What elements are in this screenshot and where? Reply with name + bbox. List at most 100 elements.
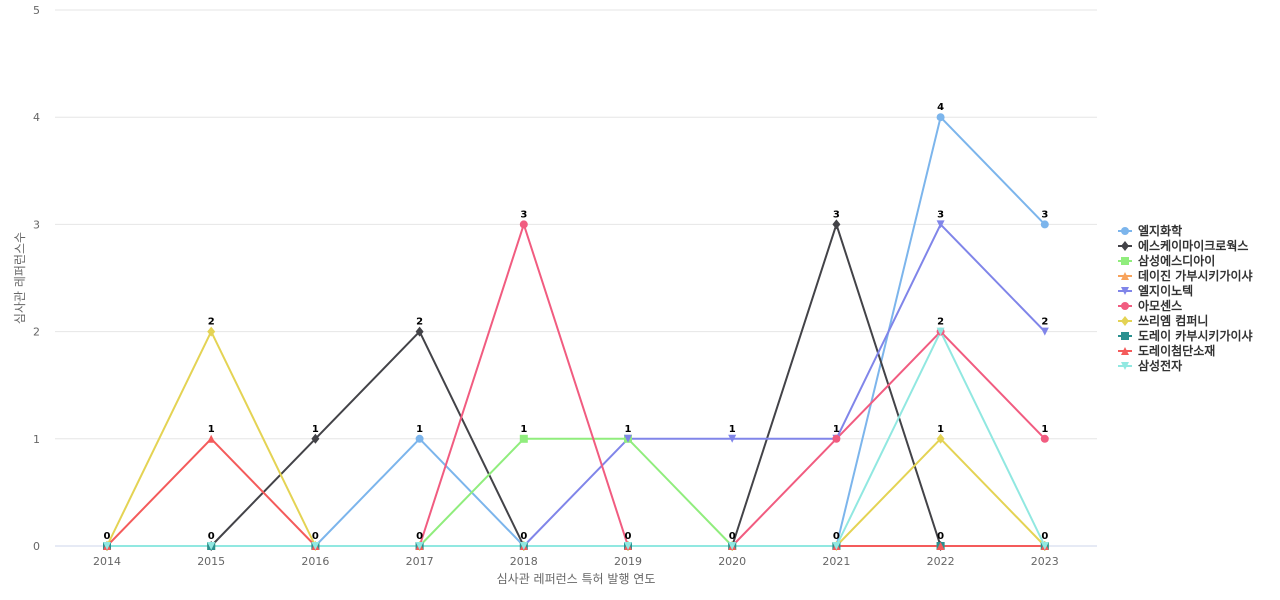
legend-label: 에스케이마이크로웍스	[1138, 238, 1248, 253]
legend-marker	[1121, 227, 1129, 235]
data-label: 3	[937, 209, 944, 220]
x-tick-label: 2018	[510, 555, 538, 568]
x-tick-label: 2021	[822, 555, 850, 568]
y-tick-label: 4	[33, 111, 40, 124]
legend-item[interactable]: 도레이첨단소재	[1118, 343, 1215, 358]
data-point	[207, 434, 216, 443]
series-lines	[106, 116, 1046, 547]
data-label: 0	[625, 531, 632, 542]
data-point	[311, 433, 320, 444]
legend-label: 삼성에스디아이	[1138, 253, 1215, 268]
data-label: 0	[104, 531, 111, 542]
data-label: 3	[833, 209, 840, 220]
data-point	[832, 542, 841, 550]
legend-marker	[1121, 347, 1129, 355]
data-label: 1	[833, 424, 840, 435]
x-tick-label: 2019	[614, 555, 642, 568]
data-label: 0	[520, 531, 527, 542]
data-point	[936, 220, 945, 229]
legend-label: 데이진 가부시키가이샤	[1138, 268, 1253, 283]
data-point	[936, 433, 945, 444]
legend-item[interactable]: 쓰리엠 컴퍼니	[1118, 313, 1208, 328]
data-point	[832, 434, 841, 443]
series-line	[107, 223, 1046, 547]
data-label: 0	[416, 531, 423, 542]
x-tick-label: 2015	[197, 555, 225, 568]
data-label: 1	[520, 424, 527, 435]
data-label: 0	[937, 531, 944, 542]
data-point	[519, 542, 528, 550]
data-label: 1	[937, 424, 944, 435]
data-label: 1	[312, 424, 319, 435]
legend-item[interactable]: 에스케이마이크로웍스	[1118, 238, 1248, 253]
data-label: 1	[416, 424, 423, 435]
data-point	[415, 326, 424, 337]
x-tick-label: 2017	[406, 555, 434, 568]
data-label: 2	[416, 317, 423, 328]
data-label: 0	[312, 531, 319, 542]
legend-item[interactable]: 데이진 가부시키가이샤	[1118, 268, 1253, 283]
data-point	[207, 326, 216, 337]
y-axis-title: 심사관 레퍼런스수	[13, 232, 27, 324]
x-tick-label: 2023	[1031, 555, 1059, 568]
data-point	[1040, 220, 1049, 229]
data-point	[1040, 542, 1049, 550]
data-label: 2	[937, 317, 944, 328]
legend-marker	[1121, 332, 1129, 340]
legend-label: 아모센스	[1138, 298, 1182, 313]
legend-label: 엘지화학	[1138, 223, 1182, 238]
data-point	[936, 542, 945, 550]
data-label: 1	[729, 424, 736, 435]
x-axis-ticks: 2014 2015 2016 2017 2018 2019 2020 2021 2022 2023	[93, 555, 1059, 568]
data-label: 0	[1041, 531, 1048, 542]
data-point	[103, 542, 111, 550]
x-tick-label: 2014	[93, 555, 121, 568]
data-label: 0	[208, 531, 215, 542]
legend-label: 쓰리엠 컴퍼니	[1138, 313, 1208, 328]
data-point	[832, 219, 841, 230]
data-point	[519, 220, 528, 229]
data-label: 1	[208, 424, 215, 435]
x-tick-label: 2020	[718, 555, 746, 568]
data-label: 1	[1041, 424, 1048, 435]
series-line	[107, 330, 1046, 547]
legend-item[interactable]: 도레이 카부시키가이샤	[1118, 328, 1253, 343]
legend-item[interactable]: 삼성전자	[1118, 358, 1182, 373]
legend-label: 도레이첨단소재	[1138, 343, 1215, 358]
x-tick-label: 2022	[927, 555, 955, 568]
data-point	[415, 542, 424, 550]
y-tick-label: 5	[33, 4, 40, 17]
legend-item[interactable]: 삼성에스디아이	[1118, 253, 1215, 268]
data-label: 3	[1041, 209, 1048, 220]
data-point	[415, 434, 424, 443]
gridlines	[55, 9, 1097, 547]
legend-marker	[1121, 241, 1129, 251]
data-label: 1	[625, 424, 632, 435]
data-point	[728, 434, 737, 443]
data-label: 4	[937, 102, 944, 113]
x-axis-title: 심사관 레퍼런스 특허 발행 연도	[497, 571, 656, 586]
legend-item[interactable]: 엘지화학	[1118, 223, 1182, 238]
data-label: 2	[208, 317, 215, 328]
data-point	[519, 434, 528, 443]
data-point	[1040, 434, 1049, 443]
data-point	[728, 542, 737, 550]
legend-item[interactable]: 엘지이노텍	[1118, 283, 1193, 298]
data-point	[936, 113, 945, 122]
legend-label: 도레이 카부시키가이샤	[1138, 328, 1253, 343]
legend-item[interactable]: 아모센스	[1118, 298, 1182, 313]
legend-marker	[1121, 272, 1129, 280]
legend-label: 삼성전자	[1138, 358, 1182, 373]
data-point	[624, 434, 632, 443]
series-markers	[103, 113, 1049, 551]
legend-marker	[1121, 257, 1129, 265]
data-point	[936, 327, 945, 336]
legend-marker	[1121, 316, 1129, 326]
data-label: 0	[833, 531, 840, 542]
data-labels: 0 0 2 1 0 1 1 2 0 0 1 3 0 1 0 1 0 3 1 4 0 3 2 1 3 0 2 1	[104, 102, 1049, 542]
legend-marker	[1121, 362, 1129, 370]
y-tick-label: 3	[33, 218, 40, 231]
data-point	[311, 542, 320, 550]
